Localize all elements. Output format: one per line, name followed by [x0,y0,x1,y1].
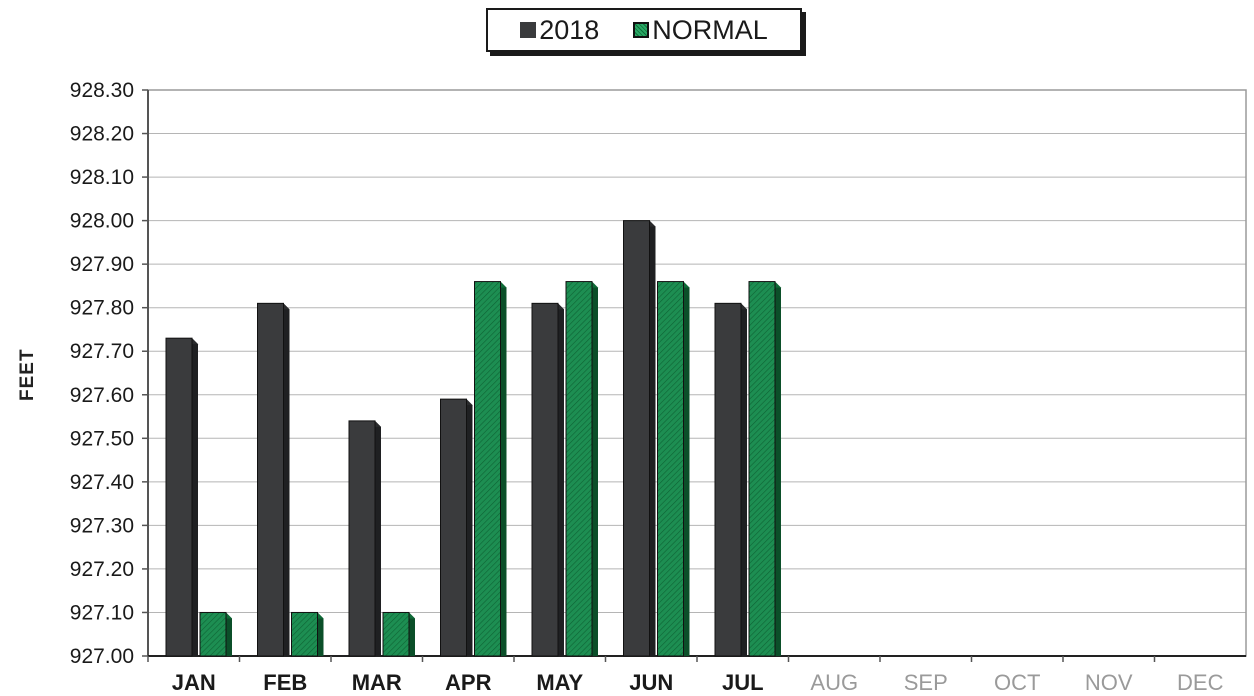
bar-front [382,611,410,657]
x-tick-label: JAN [172,670,216,695]
bar-side [283,303,290,656]
y-tick-label: 927.10 [70,601,134,624]
y-tick-label: 927.00 [70,645,134,668]
bar-front [257,302,284,657]
legend-swatch-normal [633,22,650,38]
y-tick-label: 928.00 [70,210,134,233]
y-tick-label: 928.10 [70,166,134,189]
x-tick-label: FEB [263,670,307,695]
x-tick-label: AUG [810,670,858,695]
bar-front [291,611,318,657]
x-tick-label: APR [445,670,492,695]
bar-side [775,281,781,656]
bar-normal-may [565,281,598,657]
bars [165,220,781,657]
bar-side [226,612,232,656]
bar-2018-jul [714,302,747,657]
y-tick-label: 927.70 [70,340,134,363]
bar-side [317,612,324,656]
y-tick-label: 927.40 [70,471,134,494]
y-tick-label: 928.20 [70,123,134,146]
bar-front [531,302,559,657]
legend-item-2018: 2018 [520,15,599,46]
bar-side [592,281,598,656]
bar-2018-feb [257,302,290,657]
legend-label-2018: 2018 [539,14,600,45]
x-tick-label: SEP [904,670,948,695]
bar-front [714,302,742,657]
x-tick-label: JUN [629,670,673,695]
y-tick-label: 927.80 [70,297,134,320]
legend-swatch-2018 [520,22,537,38]
bar-side [683,281,690,656]
legend: 2018 NORMAL [486,8,802,52]
bar-normal-jun [657,281,690,657]
x-tick-label: MAR [352,670,402,695]
bar-normal-apr [474,281,507,657]
bar-normal-feb [291,611,324,657]
x-tick-label: MAY [536,670,583,695]
bar-front [474,281,501,657]
x-tick-labels: JAN FEB MAR APR MAY JUN JUL AUG SEP OCT NOV DEC [172,670,1224,695]
gridlines [148,133,1246,613]
plot-frame [147,89,1247,657]
y-tick-label: 927.50 [70,427,134,450]
bar-normal-jul [748,281,781,657]
y-tick-label: 927.60 [70,384,134,407]
x-tick-label: JUL [722,670,764,695]
bar-2018-apr [440,398,473,657]
bar-normal-mar [382,611,415,657]
bar-2018-jun [623,220,656,657]
x-tick-label: OCT [994,670,1040,695]
legend-item-normal: NORMAL [633,15,768,46]
y-tick-label: 927.30 [70,514,134,537]
bar-side [192,338,198,656]
bar-front [440,398,467,657]
bar-front [657,281,684,657]
y-tick-label: 927.20 [70,558,134,581]
bar-side [649,220,656,656]
axes [142,89,1247,662]
bar-normal-jan [199,611,232,657]
bar-front [199,611,227,657]
bar-front [348,420,376,657]
y-tick-labels: 927.00 927.10 927.20 927.30 927.40 927.50 927.… [70,79,134,668]
bar-front [565,281,593,657]
x-tick-label: NOV [1085,670,1133,695]
bar-2018-may [531,302,564,657]
bar-side [375,420,381,656]
bar-2018-jan [165,337,198,657]
bar-side [741,303,747,656]
bar-front [748,281,776,657]
y-tick-label: 928.30 [70,79,134,102]
legend-label-normal: NORMAL [652,14,768,45]
bar-side [558,303,564,656]
bar-2018-mar [348,420,381,657]
bar-side [500,281,507,656]
bar-front [165,337,193,657]
x-tick-label: DEC [1177,670,1224,695]
bar-side [466,399,473,656]
bar-side [409,612,415,656]
y-tick-label: 927.90 [70,253,134,276]
bar-front [623,220,650,657]
